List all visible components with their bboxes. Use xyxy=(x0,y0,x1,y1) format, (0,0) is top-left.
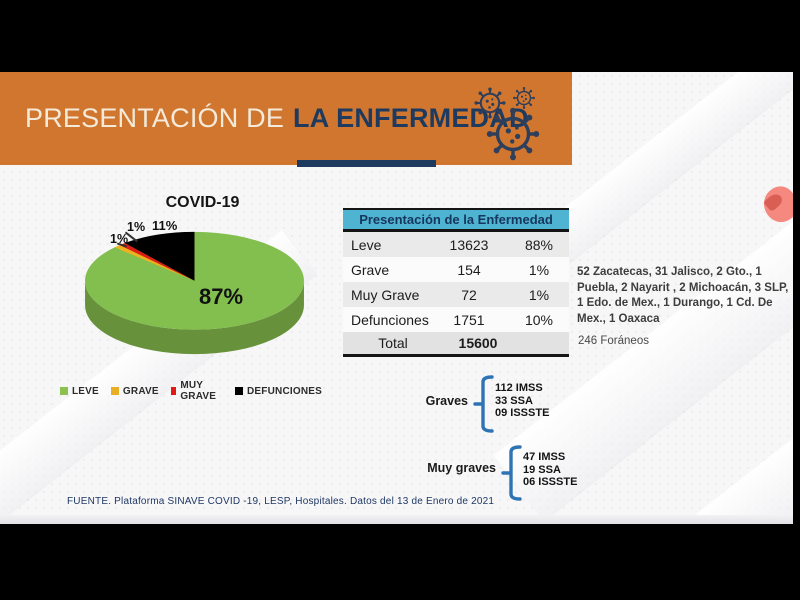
legend-swatch-leve xyxy=(60,387,68,395)
pie-slice-grave xyxy=(114,245,195,281)
source-note: FUENTE. Plataforma SINAVE COVID -19, LES… xyxy=(67,496,495,507)
pie-legend: LEVE GRAVE MUY GRAVE DEFUNCIONES xyxy=(60,380,322,402)
slide-content: PRESENTACIÓN DE LA ENFERMEDAD xyxy=(0,72,793,524)
group-item: 47 IMSS xyxy=(523,451,566,463)
severity-table: Presentación de la Enfermedad Leve 13623… xyxy=(343,208,569,357)
legend-item-defunciones: DEFUNCIONES xyxy=(235,386,322,397)
group-item: 06 ISSSTE xyxy=(523,476,578,488)
table-row: Grave 154 1% xyxy=(343,257,569,282)
pie-label-grave: 1% xyxy=(110,232,129,246)
group-item: 33 SSA xyxy=(495,394,533,407)
legend-label: GRAVE xyxy=(122,385,159,397)
graves-group-label: Graves xyxy=(425,394,468,408)
pie-label-muy-grave: 1% xyxy=(127,220,146,234)
legend-label: LEVE xyxy=(72,385,99,397)
table-cell-pct: 88% xyxy=(524,236,554,253)
table-row: Muy Grave 72 1% xyxy=(343,282,569,307)
table-total-value: 15600 xyxy=(458,335,498,351)
pie-chart-title: COVID-19 xyxy=(165,194,240,211)
table-cell-pct: 10% xyxy=(524,311,554,328)
table-title: Presentación de la Enfermedad xyxy=(343,208,569,232)
states-breakdown-note: 52 Zacatecas, 31 Jalisco, 2 Gto., 1 Pueb… xyxy=(577,266,789,325)
pie-label-leve: 87% xyxy=(198,284,244,309)
page-title: PRESENTACIÓN DE LA ENFERMEDAD xyxy=(25,103,529,134)
table-cell-label: Defunciones xyxy=(351,311,429,328)
fingernail-shape xyxy=(763,191,785,213)
legend-item-grave: GRAVE xyxy=(110,385,159,397)
group-item: 19 SSA xyxy=(523,463,561,476)
virus-icon xyxy=(473,86,541,162)
table-cell-pct: 1% xyxy=(528,286,550,303)
table-total-label: Total xyxy=(378,335,408,351)
banner-accent-bar xyxy=(297,160,436,167)
legend-item-muy-grave: MUY GRAVE xyxy=(170,380,223,402)
pie-chart xyxy=(85,231,304,355)
legend-label: DEFUNCIONES xyxy=(247,385,322,397)
table-cell-label: Grave xyxy=(351,261,390,278)
legend-item-leve: LEVE xyxy=(60,386,99,397)
title-banner: PRESENTACIÓN DE LA ENFERMEDAD xyxy=(0,72,572,165)
finger-overlay xyxy=(757,180,793,229)
legend-label: MUY GRAVE xyxy=(180,380,217,402)
pie-label-defunciones: 11% xyxy=(152,218,178,233)
table-cell-value: 13623 xyxy=(449,236,489,253)
muy-graves-group-items: 47 IMSS 19 SSA 06 ISSSTE xyxy=(523,451,577,489)
group-item: 09 ISSSTE xyxy=(495,407,550,419)
group-item: 112 IMSS xyxy=(495,382,543,394)
table-cell-label: Leve xyxy=(351,236,382,253)
graves-group-items: 112 IMSS 33 SSA 09 ISSSTE xyxy=(495,382,549,420)
pie-slice-muy-grave xyxy=(119,243,195,281)
bracket-icon xyxy=(473,375,494,433)
table-cell-label: Muy Grave xyxy=(351,286,420,303)
table-row: Defunciones 1751 10% xyxy=(343,307,569,332)
table-cell-pct: 1% xyxy=(528,261,550,278)
foraneos-note: 246 Foráneos xyxy=(578,335,649,347)
table-cell-value: 72 xyxy=(461,286,477,303)
page-title-regular: PRESENTACIÓN DE xyxy=(25,103,285,133)
slide: PRESENTACIÓN DE LA ENFERMEDAD xyxy=(0,72,793,524)
bottom-divider xyxy=(0,515,793,524)
table-cell-value: 1751 xyxy=(453,311,485,328)
pie-rim xyxy=(85,280,304,355)
muy-graves-group-label: Muy graves xyxy=(427,461,496,475)
table-row: Leve 13623 88% xyxy=(343,232,569,257)
legend-swatch-muy-grave xyxy=(170,387,177,395)
legend-swatch-grave xyxy=(110,387,119,395)
bracket-icon xyxy=(501,445,522,501)
legend-swatch-defunciones xyxy=(235,387,244,395)
table-total-row: Total 15600 xyxy=(343,332,569,357)
table-cell-value: 154 xyxy=(457,261,481,278)
pie-slice-defunciones xyxy=(124,231,195,281)
